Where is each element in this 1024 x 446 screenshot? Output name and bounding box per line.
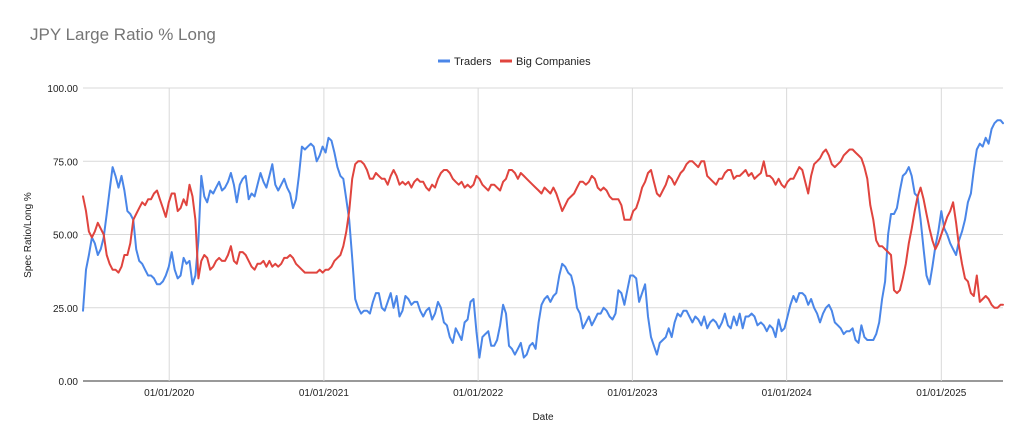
y-tick-label: 25.00 [53,304,78,315]
y-tick-label: 0.00 [59,377,79,388]
series-line-traders [82,119,1004,359]
series-line-big-companies [82,148,1004,309]
legend-label-traders: Traders [454,56,492,68]
x-tick-label: 01/01/2023 [607,388,657,399]
legend-label-big-companies: Big Companies [516,56,591,68]
legend: Traders Big Companies [438,56,591,68]
series-lines [82,119,1004,359]
x-tick-label: 01/01/2022 [453,388,503,399]
x-axis-label: Date [532,412,554,423]
x-tick-label: 01/01/2024 [762,388,812,399]
y-axis-label: Spec Ratio/Long % [23,192,34,278]
x-tick-label: 01/01/2020 [144,388,194,399]
y-axis-ticks: 0.00 25.00 50.00 75.00 100.00 [47,84,78,388]
y-tick-label: 75.00 [53,157,78,168]
y-tick-label: 50.00 [53,231,78,242]
x-axis-ticks: 01/01/2020 01/01/2021 01/01/2022 01/01/2023… [144,388,967,399]
chart-title: JPY Large Ratio % Long [30,25,216,44]
y-tick-label: 100.00 [47,84,78,95]
x-tick-label: 01/01/2021 [299,388,349,399]
x-tick-label: 01/01/2025 [916,388,966,399]
